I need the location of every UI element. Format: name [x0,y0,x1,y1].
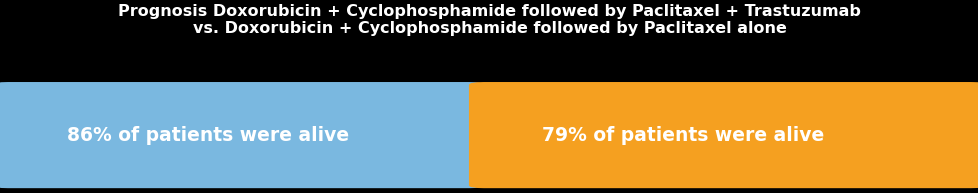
Text: 86% of patients were alive: 86% of patients were alive [67,126,348,145]
Text: Prognosis Doxorubicin + Cyclophosphamide followed by Paclitaxel + Trastuzumab
vs: Prognosis Doxorubicin + Cyclophosphamide… [118,4,860,36]
FancyBboxPatch shape [0,82,483,188]
FancyBboxPatch shape [468,82,978,188]
Text: 79% of patients were alive: 79% of patients were alive [542,126,823,145]
